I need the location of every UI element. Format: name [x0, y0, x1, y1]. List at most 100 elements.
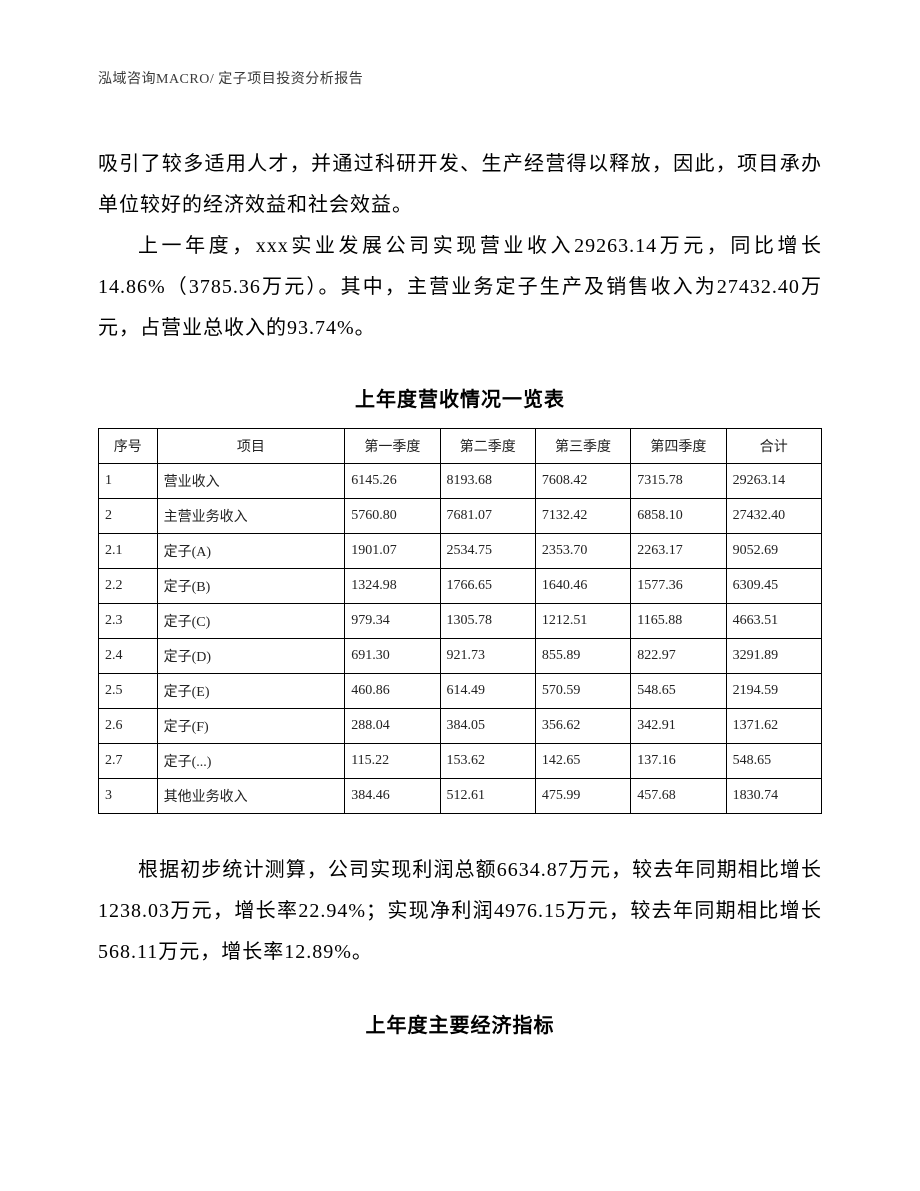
cell-item: 定子(F): [157, 709, 345, 744]
cell-seq: 3: [99, 779, 158, 814]
section-2-title: 上年度主要经济指标: [98, 1009, 822, 1038]
col-header-q3: 第三季度: [535, 429, 630, 464]
col-header-q4: 第四季度: [631, 429, 726, 464]
cell-q1: 115.22: [345, 744, 440, 779]
cell-q4: 457.68: [631, 779, 726, 814]
table-row: 2.6 定子(F) 288.04 384.05 356.62 342.91 13…: [99, 709, 822, 744]
col-header-total: 合计: [726, 429, 821, 464]
cell-q1: 460.86: [345, 674, 440, 709]
cell-total: 27432.40: [726, 499, 821, 534]
cell-total: 4663.51: [726, 604, 821, 639]
table-header-row: 序号 项目 第一季度 第二季度 第三季度 第四季度 合计: [99, 429, 822, 464]
cell-q3: 1640.46: [535, 569, 630, 604]
table-row: 2.3 定子(C) 979.34 1305.78 1212.51 1165.88…: [99, 604, 822, 639]
cell-q2: 921.73: [440, 639, 535, 674]
document-page: 泓域咨询MACRO/ 定子项目投资分析报告 吸引了较多适用人才，并通过科研开发、…: [0, 0, 920, 1098]
cell-seq: 2.4: [99, 639, 158, 674]
cell-q1: 1901.07: [345, 534, 440, 569]
cell-q4: 548.65: [631, 674, 726, 709]
cell-item: 定子(D): [157, 639, 345, 674]
page-header: 泓域咨询MACRO/ 定子项目投资分析报告: [98, 68, 822, 88]
cell-total: 1830.74: [726, 779, 821, 814]
col-header-q2: 第二季度: [440, 429, 535, 464]
cell-total: 9052.69: [726, 534, 821, 569]
cell-q3: 2353.70: [535, 534, 630, 569]
cell-q4: 2263.17: [631, 534, 726, 569]
table-row: 2.5 定子(E) 460.86 614.49 570.59 548.65 21…: [99, 674, 822, 709]
cell-seq: 2.1: [99, 534, 158, 569]
table-row: 2.2 定子(B) 1324.98 1766.65 1640.46 1577.3…: [99, 569, 822, 604]
table-1-title: 上年度营收情况一览表: [98, 383, 822, 412]
header-text: 泓域咨询MACRO/ 定子项目投资分析报告: [98, 72, 363, 87]
cell-total: 1371.62: [726, 709, 821, 744]
table-body: 1 营业收入 6145.26 8193.68 7608.42 7315.78 2…: [99, 464, 822, 814]
col-header-item: 项目: [157, 429, 345, 464]
cell-item: 主营业务收入: [157, 499, 345, 534]
cell-seq: 2: [99, 499, 158, 534]
col-header-seq: 序号: [99, 429, 158, 464]
cell-q4: 342.91: [631, 709, 726, 744]
cell-q2: 1766.65: [440, 569, 535, 604]
cell-q3: 7132.42: [535, 499, 630, 534]
cell-q4: 7315.78: [631, 464, 726, 499]
cell-q1: 288.04: [345, 709, 440, 744]
body-text-block-1: 吸引了较多适用人才，并通过科研开发、生产经营得以释放，因此，项目承办单位较好的经…: [98, 144, 822, 349]
cell-q1: 979.34: [345, 604, 440, 639]
cell-q3: 475.99: [535, 779, 630, 814]
cell-q2: 8193.68: [440, 464, 535, 499]
cell-seq: 2.3: [99, 604, 158, 639]
table-row: 1 营业收入 6145.26 8193.68 7608.42 7315.78 2…: [99, 464, 822, 499]
paragraph-2: 上一年度，xxx实业发展公司实现营业收入29263.14万元，同比增长14.86…: [98, 226, 822, 349]
cell-q2: 614.49: [440, 674, 535, 709]
cell-q2: 2534.75: [440, 534, 535, 569]
cell-q4: 822.97: [631, 639, 726, 674]
cell-q1: 1324.98: [345, 569, 440, 604]
cell-q2: 7681.07: [440, 499, 535, 534]
cell-seq: 2.5: [99, 674, 158, 709]
table-row: 2.7 定子(...) 115.22 153.62 142.65 137.16 …: [99, 744, 822, 779]
cell-q1: 6145.26: [345, 464, 440, 499]
cell-q2: 153.62: [440, 744, 535, 779]
cell-q4: 137.16: [631, 744, 726, 779]
cell-q3: 855.89: [535, 639, 630, 674]
col-header-q1: 第一季度: [345, 429, 440, 464]
table-row: 2 主营业务收入 5760.80 7681.07 7132.42 6858.10…: [99, 499, 822, 534]
cell-seq: 2.6: [99, 709, 158, 744]
cell-q1: 5760.80: [345, 499, 440, 534]
cell-total: 3291.89: [726, 639, 821, 674]
cell-item: 定子(C): [157, 604, 345, 639]
cell-total: 2194.59: [726, 674, 821, 709]
cell-q3: 7608.42: [535, 464, 630, 499]
cell-seq: 2.7: [99, 744, 158, 779]
cell-q4: 1165.88: [631, 604, 726, 639]
cell-q1: 691.30: [345, 639, 440, 674]
revenue-table: 序号 项目 第一季度 第二季度 第三季度 第四季度 合计 1 营业收入 6145…: [98, 428, 822, 814]
cell-q4: 1577.36: [631, 569, 726, 604]
cell-seq: 1: [99, 464, 158, 499]
cell-item: 定子(B): [157, 569, 345, 604]
cell-total: 6309.45: [726, 569, 821, 604]
table-row: 2.4 定子(D) 691.30 921.73 855.89 822.97 32…: [99, 639, 822, 674]
cell-item: 定子(A): [157, 534, 345, 569]
body-text-block-2: 根据初步统计测算，公司实现利润总额6634.87万元，较去年同期相比增长1238…: [98, 850, 822, 973]
cell-q2: 1305.78: [440, 604, 535, 639]
cell-item: 其他业务收入: [157, 779, 345, 814]
cell-q3: 570.59: [535, 674, 630, 709]
cell-total: 29263.14: [726, 464, 821, 499]
cell-item: 定子(E): [157, 674, 345, 709]
cell-q3: 142.65: [535, 744, 630, 779]
cell-q1: 384.46: [345, 779, 440, 814]
cell-q2: 512.61: [440, 779, 535, 814]
table-row: 2.1 定子(A) 1901.07 2534.75 2353.70 2263.1…: [99, 534, 822, 569]
paragraph-3: 根据初步统计测算，公司实现利润总额6634.87万元，较去年同期相比增长1238…: [98, 850, 822, 973]
paragraph-1: 吸引了较多适用人才，并通过科研开发、生产经营得以释放，因此，项目承办单位较好的经…: [98, 144, 822, 226]
cell-total: 548.65: [726, 744, 821, 779]
cell-item: 营业收入: [157, 464, 345, 499]
cell-q3: 1212.51: [535, 604, 630, 639]
table-row: 3 其他业务收入 384.46 512.61 475.99 457.68 183…: [99, 779, 822, 814]
cell-q4: 6858.10: [631, 499, 726, 534]
cell-q2: 384.05: [440, 709, 535, 744]
cell-q3: 356.62: [535, 709, 630, 744]
table-header: 序号 项目 第一季度 第二季度 第三季度 第四季度 合计: [99, 429, 822, 464]
cell-seq: 2.2: [99, 569, 158, 604]
